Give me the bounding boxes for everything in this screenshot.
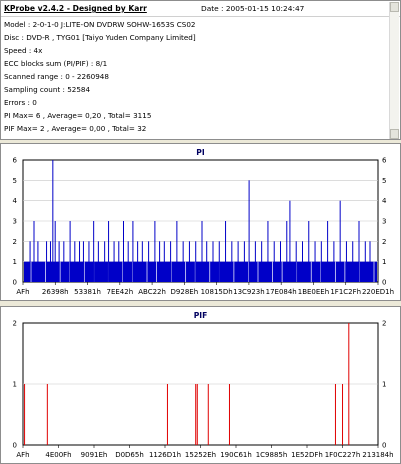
pif-xtick-label: 1C9885h — [256, 451, 288, 459]
pi-xtick-label: 1F1C2Fh — [330, 288, 361, 296]
pif-xtick-label: 1E52DFh — [291, 451, 323, 459]
pi-xtick-label: 17E084h — [266, 288, 297, 296]
pi-xtick-label: ABC22h — [138, 288, 166, 296]
range-line: Scanned range : 0 - 2260948 — [4, 72, 109, 81]
pi-ytick-right: 6 — [382, 157, 387, 165]
pi-ytick-left: 2 — [13, 238, 17, 246]
pi-xtick-label: 7EE42h — [106, 288, 133, 296]
pif-xtick-label: 1F0C227h — [325, 451, 361, 459]
pi-ytick-right: 2 — [382, 238, 386, 246]
pi-xtick-label: 10815Dh — [201, 288, 233, 296]
pif-xtick-label: 190C61h — [220, 451, 252, 459]
pif-ytick-right: 1 — [382, 381, 386, 389]
pif-xtick-label: 9091Eh — [81, 451, 108, 459]
pi-xtick-label: AFh — [16, 288, 29, 296]
disc-line: Disc : DVD-R , TYG01 [Taiyo Yuden Compan… — [4, 33, 196, 42]
pi-xtick-label: 26398h — [42, 288, 69, 296]
pi-chart: PI 0 0 1 1 2 2 3 3 4 4 5 5 6 6 AFh 26398h 53381h 7EE42h AB… — [0, 143, 401, 301]
pi-baseline-band — [24, 261, 377, 282]
pif-chart-title: PIF — [193, 311, 208, 320]
pif-xtick-label: 213184h — [362, 451, 393, 459]
pi-ytick-right: 4 — [382, 197, 387, 205]
pi-ytick-right: 3 — [382, 218, 386, 226]
pi-xtick-label: D928Eh — [171, 288, 199, 296]
pi-summary-line: PI Max= 6 , Average= 0,20 , Total= 3115 — [4, 111, 152, 120]
errors-line: Errors : 0 — [4, 98, 37, 107]
pif-xtick-label: 15252Eh — [185, 451, 216, 459]
pi-ytick-right: 5 — [382, 177, 386, 185]
pi-xtick-label: 1BE0EEh — [298, 288, 329, 296]
pi-ytick-left: 0 — [13, 279, 17, 287]
pi-ytick-right: 0 — [382, 279, 386, 287]
pi-ytick-right: 1 — [382, 258, 386, 266]
pif-chart: PIF 0 0 1 1 2 2 AFh 4E00Fh 9091Eh D0D65h 1126D1h 15… — [0, 306, 401, 464]
scan-date: Date : 2005-01-15 10:24:47 — [201, 4, 305, 13]
pif-ytick-left: 1 — [13, 381, 17, 389]
pi-ytick-left: 4 — [13, 197, 18, 205]
pif-chart-plot: 0 0 1 1 2 2 AFh 4E00Fh 9091Eh D0D65h 1126D1h 15252E… — [13, 320, 394, 460]
pif-xtick-label: 4E00Fh — [45, 451, 71, 459]
pif-ytick-right: 2 — [382, 320, 386, 328]
speed-line: Speed : 4x — [4, 46, 43, 55]
pi-ytick-left: 6 — [13, 157, 18, 165]
pi-ytick-left: 5 — [13, 177, 17, 185]
pi-ytick-left: 3 — [13, 218, 17, 226]
pi-xtick-label: 13C923h — [233, 288, 265, 296]
pi-chart-plot: 0 0 1 1 2 2 3 3 4 4 5 5 6 6 AFh 26398h 53381h 7EE42h ABC22… — [13, 157, 395, 297]
pif-ytick-left: 2 — [13, 320, 17, 328]
pi-xtick-label: 220ED1h — [362, 288, 394, 296]
model-line: Model : 2-0-1-0 J:LITE-ON DVDRW SOHW-165… — [4, 20, 196, 29]
scroll-up-button[interactable] — [390, 2, 399, 12]
ecc-line: ECC blocks sum (PI/PIF) : 8/1 — [4, 59, 108, 68]
pif-xtick-label: 1126D1h — [149, 451, 181, 459]
pif-xtick-label: AFh — [16, 451, 29, 459]
pif-summary-line: PIF Max= 2 , Average= 0,00 , Total= 32 — [4, 124, 147, 133]
pif-xtick-label: D0D65h — [115, 451, 144, 459]
info-panel: KProbe v2.4.2 - Designed by Karr Date : … — [0, 0, 401, 140]
divider — [1, 16, 400, 17]
app-title: KProbe v2.4.2 - Designed by Karr — [4, 4, 147, 13]
pi-chart-title: PI — [196, 148, 205, 157]
scrollbar[interactable] — [389, 2, 399, 139]
sampling-line: Sampling count : 52584 — [4, 85, 91, 94]
scroll-down-button[interactable] — [390, 129, 399, 139]
pi-xtick-label: 53381h — [74, 288, 101, 296]
pif-ytick-right: 0 — [382, 442, 386, 450]
pi-ytick-left: 1 — [13, 258, 17, 266]
pif-ytick-left: 0 — [13, 442, 17, 450]
